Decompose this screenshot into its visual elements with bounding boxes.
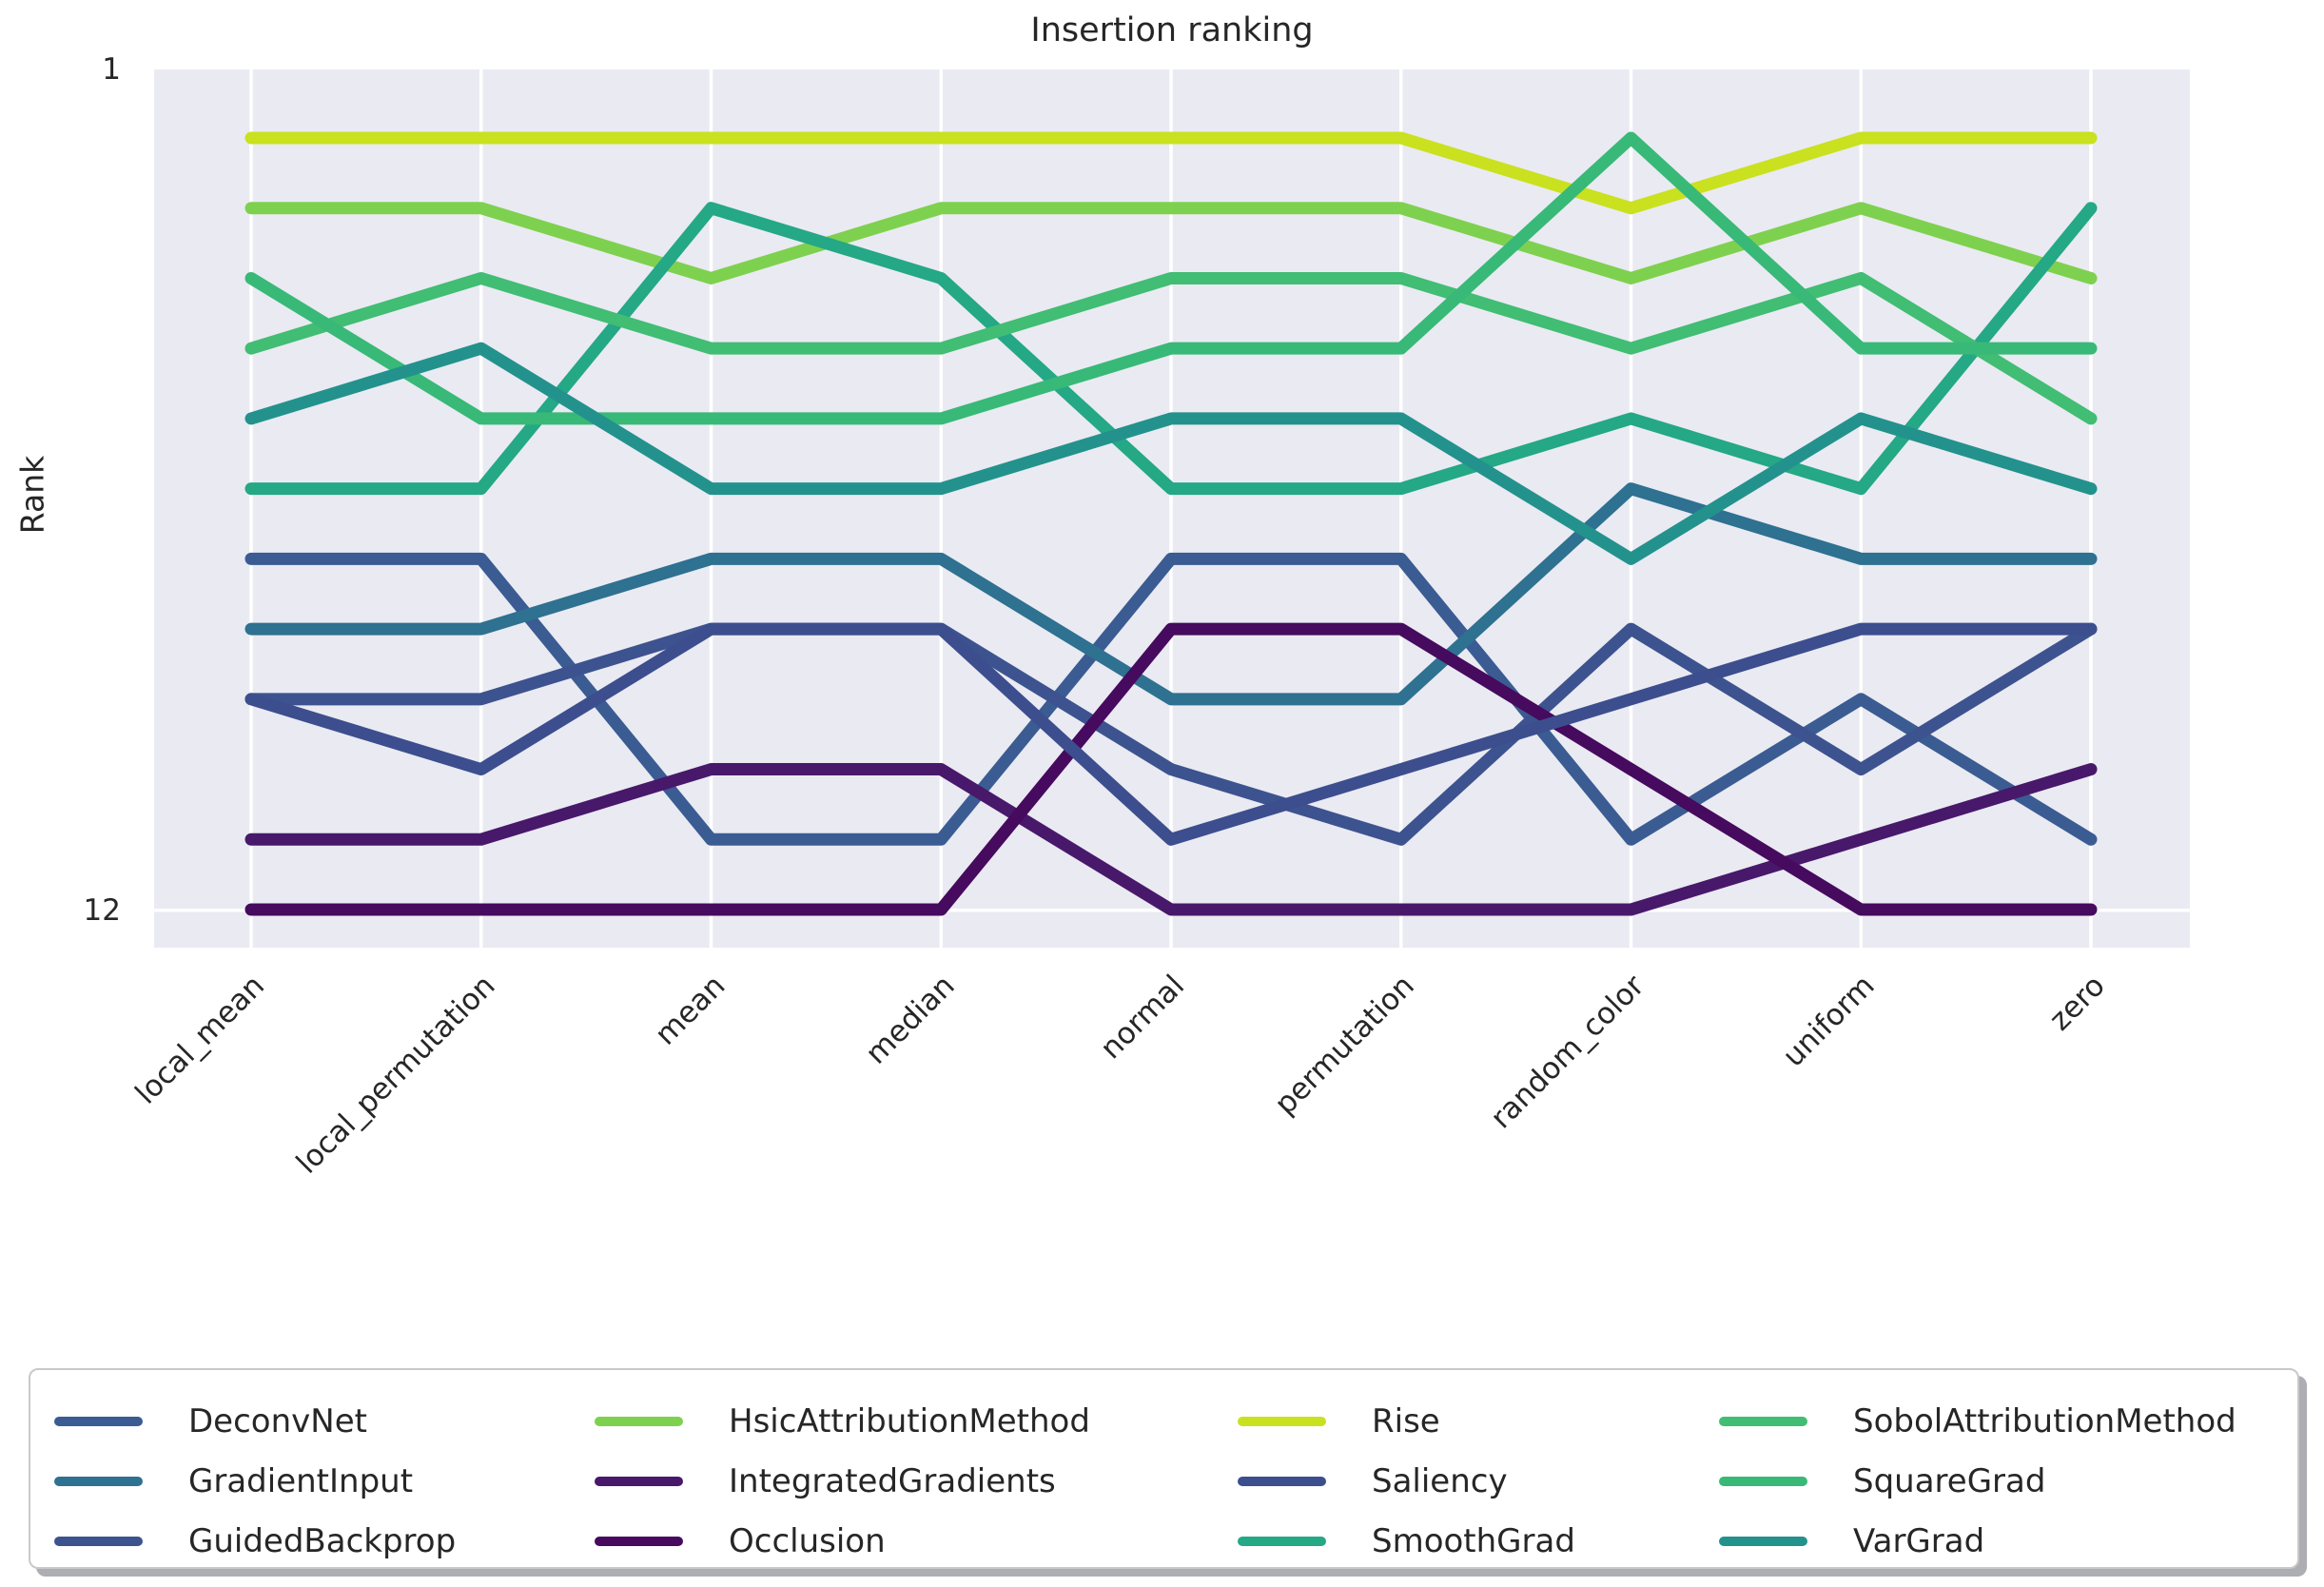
legend-item-DeconvNet: DeconvNet	[54, 1391, 456, 1451]
chart-title: Insertion ranking	[1030, 11, 1314, 49]
series-line-Rise	[244, 131, 2098, 215]
legend-swatch-HsicAttributionMethod	[595, 1416, 683, 1426]
legend-label-SobolAttributionMethod: SobolAttributionMethod	[1853, 1401, 2236, 1440]
legend-item-HsicAttributionMethod: HsicAttributionMethod	[595, 1391, 1090, 1451]
legend-item-Rise: Rise	[1238, 1391, 1575, 1451]
series-line-SobolAttributionMethod	[244, 271, 2098, 425]
legend-item-GradientInput: GradientInput	[54, 1451, 456, 1511]
series-line-SquareGrad	[244, 131, 2098, 425]
legend-column-2: HsicAttributionMethod IntegratedGradients…	[595, 1391, 1090, 1571]
legend-swatch-Saliency	[1238, 1476, 1326, 1486]
legend-label-GuidedBackprop: GuidedBackprop	[188, 1521, 457, 1560]
y-tick-label-1: 1	[102, 52, 121, 87]
legend-label-Rise: Rise	[1372, 1401, 1440, 1440]
legend-swatch-SquareGrad	[1719, 1476, 1807, 1486]
legend-column-1: DeconvNet GradientInput GuidedBackprop	[54, 1391, 456, 1571]
legend-label-VarGrad: VarGrad	[1853, 1521, 1985, 1560]
series-line-GuidedBackprop	[244, 622, 2098, 846]
legend-swatch-GradientInput	[54, 1476, 143, 1486]
series-line-HsicAttributionMethod	[244, 202, 2098, 284]
legend-label-GradientInput: GradientInput	[188, 1461, 414, 1500]
legend-item-GuidedBackprop: GuidedBackprop	[54, 1511, 456, 1571]
legend-item-SobolAttributionMethod: SobolAttributionMethod	[1719, 1391, 2236, 1451]
legend-item-Occlusion: Occlusion	[595, 1511, 1090, 1571]
legend-swatch-GuidedBackprop	[54, 1536, 143, 1546]
legend-item-Saliency: Saliency	[1238, 1451, 1575, 1511]
series-line-GradientInput	[244, 482, 2098, 706]
legend-swatch-DeconvNet	[54, 1416, 143, 1426]
legend-label-DeconvNet: DeconvNet	[188, 1401, 367, 1440]
series-line-VarGrad	[244, 342, 2098, 565]
legend-item-SquareGrad: SquareGrad	[1719, 1451, 2236, 1511]
legend-swatch-IntegratedGradients	[595, 1476, 683, 1486]
series-line-DeconvNet	[244, 552, 2098, 846]
legend-swatch-Occlusion	[595, 1536, 683, 1546]
legend-label-Saliency: Saliency	[1372, 1461, 1508, 1500]
legend-swatch-SmoothGrad	[1238, 1536, 1326, 1546]
legend-column-3: Rise Saliency SmoothGrad	[1238, 1391, 1575, 1571]
series-line-Occlusion	[244, 622, 2098, 916]
legend-label-Occlusion: Occlusion	[729, 1521, 886, 1560]
legend-swatch-Rise	[1238, 1416, 1326, 1426]
legend-label-IntegratedGradients: IntegratedGradients	[729, 1461, 1056, 1500]
legend-swatch-SobolAttributionMethod	[1719, 1416, 1807, 1426]
y-tick-label-12: 12	[83, 893, 121, 928]
legend-item-IntegratedGradients: IntegratedGradients	[595, 1451, 1090, 1511]
legend-item-SmoothGrad: SmoothGrad	[1238, 1511, 1575, 1571]
series-line-Saliency	[244, 622, 2098, 846]
legend-swatch-VarGrad	[1719, 1536, 1807, 1546]
legend-label-HsicAttributionMethod: HsicAttributionMethod	[729, 1401, 1090, 1440]
legend-label-SquareGrad: SquareGrad	[1853, 1461, 2046, 1500]
legend-item-VarGrad: VarGrad	[1719, 1511, 2236, 1571]
legend: DeconvNet GradientInput GuidedBackprop Hsic…	[29, 1368, 2299, 1569]
legend-label-SmoothGrad: SmoothGrad	[1372, 1521, 1575, 1560]
legend-column-4: SobolAttributionMethod SquareGrad VarGrad	[1719, 1391, 2236, 1571]
